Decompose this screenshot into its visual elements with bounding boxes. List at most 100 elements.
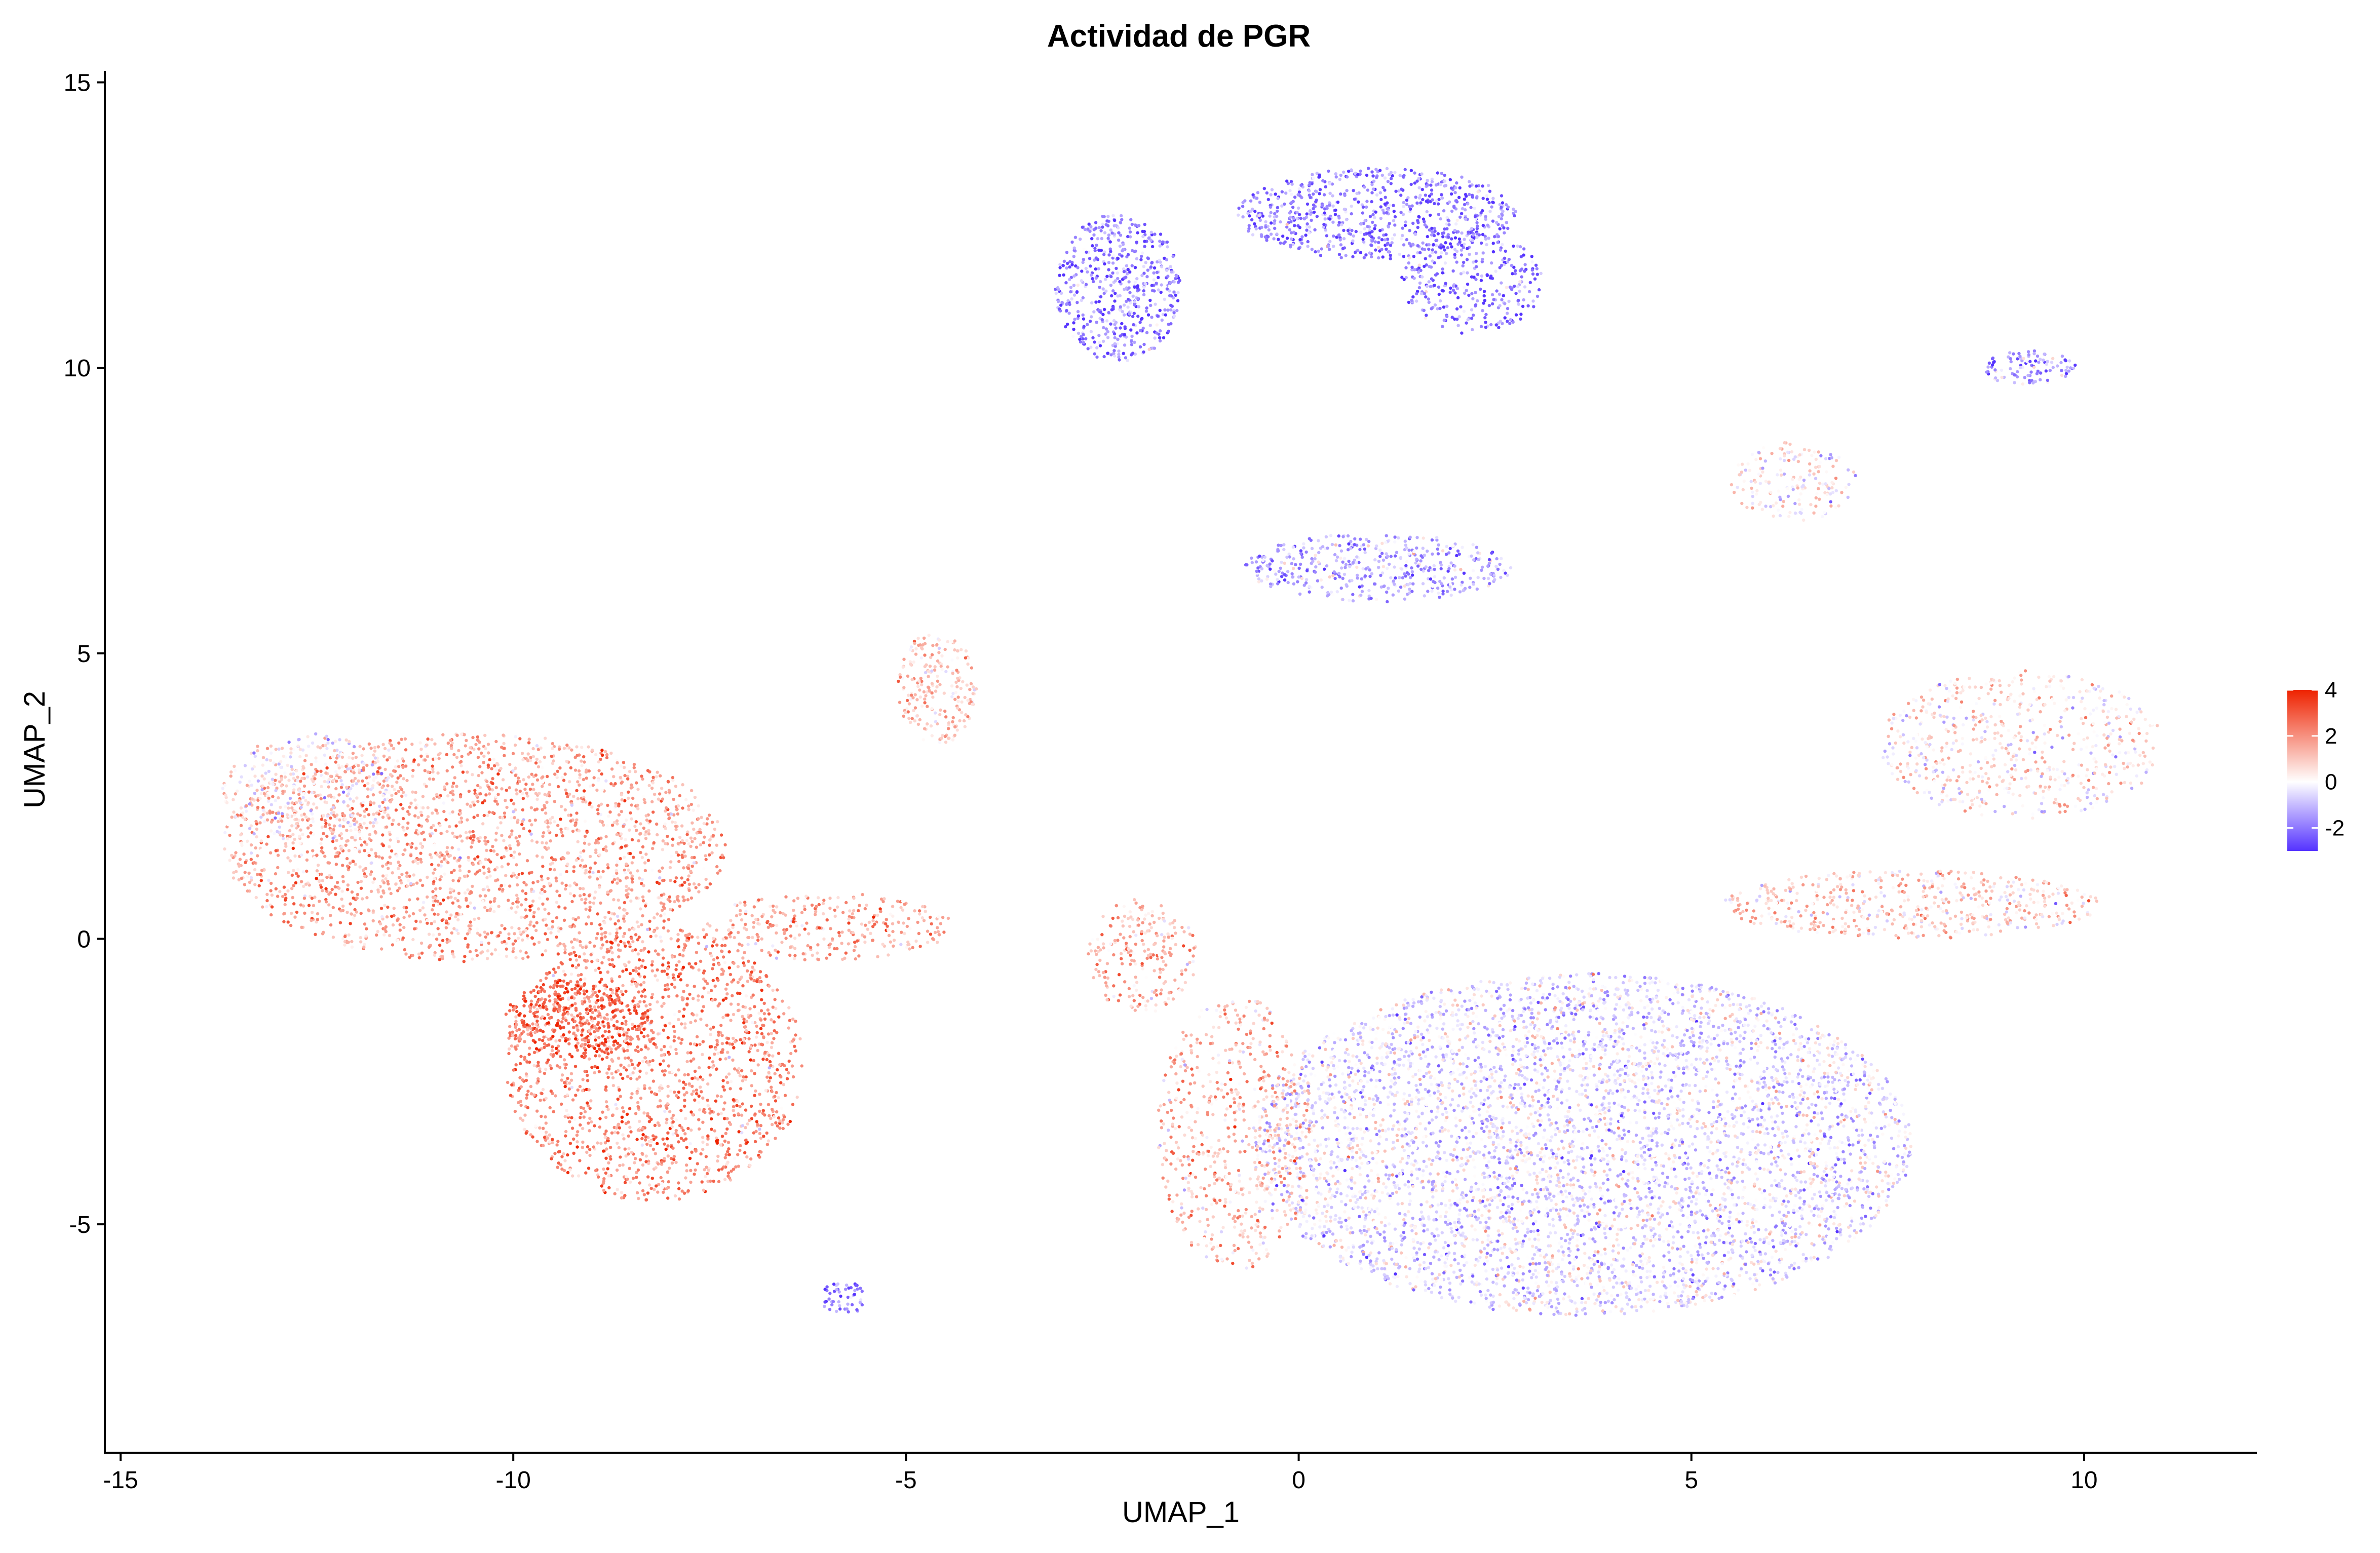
data-point: [621, 1163, 625, 1167]
data-point: [599, 927, 603, 930]
data-point: [609, 751, 613, 755]
data-point: [697, 968, 701, 972]
data-point: [639, 832, 642, 835]
data-point: [707, 813, 711, 817]
data-point: [887, 953, 890, 957]
data-point: [559, 1055, 562, 1059]
data-point: [646, 1016, 649, 1019]
data-point: [728, 1122, 733, 1126]
data-point: [613, 1002, 617, 1005]
data-point: [574, 859, 579, 862]
data-point: [477, 839, 481, 843]
data-point: [265, 842, 268, 846]
data-point: [438, 824, 442, 828]
data-point: [644, 1154, 648, 1158]
data-point: [597, 1054, 601, 1058]
data-point: [479, 861, 483, 865]
data-point: [770, 1018, 773, 1022]
data-point: [626, 1004, 630, 1007]
data-point: [634, 820, 638, 824]
data-point: [590, 805, 594, 809]
data-point: [766, 1103, 771, 1106]
data-point: [720, 967, 724, 971]
data-point: [656, 1190, 660, 1194]
data-point: [529, 832, 533, 836]
data-point: [946, 916, 950, 920]
data-point: [747, 936, 751, 940]
data-point: [749, 1045, 753, 1049]
data-point: [243, 871, 247, 874]
data-point: [533, 1014, 537, 1018]
data-point: [515, 894, 519, 897]
data-point: [689, 1180, 693, 1184]
data-point: [499, 766, 503, 770]
data-point: [545, 800, 549, 804]
data-point: [648, 1183, 651, 1187]
data-point: [689, 1059, 693, 1063]
data-point: [463, 955, 467, 958]
data-point: [521, 758, 525, 762]
data-point: [666, 983, 669, 987]
data-point: [442, 801, 446, 805]
data-point: [403, 948, 406, 952]
data-point: [524, 883, 528, 887]
data-point: [299, 880, 303, 883]
data-point: [524, 783, 528, 786]
data-point: [287, 871, 290, 874]
data-point: [421, 806, 425, 810]
data-point: [753, 961, 756, 965]
data-point: [744, 1126, 747, 1130]
data-point: [253, 774, 257, 778]
data-point: [697, 1094, 701, 1098]
data-point: [323, 819, 327, 823]
data-point: [737, 1067, 741, 1070]
data-point: [535, 797, 539, 801]
data-point: [532, 788, 535, 791]
data-point: [618, 1034, 622, 1037]
data-point: [672, 1154, 676, 1158]
data-point: [354, 755, 358, 759]
data-point: [666, 1013, 670, 1016]
data-point: [686, 1189, 690, 1193]
data-point: [631, 999, 635, 1003]
data-point: [597, 1044, 600, 1047]
data-point: [742, 1018, 746, 1021]
data-point: [455, 835, 459, 839]
data-point: [595, 1050, 599, 1054]
data-point: [677, 1036, 681, 1040]
data-point: [285, 784, 288, 788]
data-point: [321, 889, 324, 892]
data-point: [781, 1121, 784, 1124]
data-point: [716, 1154, 720, 1158]
data-point: [769, 1116, 773, 1120]
data-point: [548, 1140, 552, 1144]
data-point: [543, 1045, 546, 1049]
data-point: [238, 864, 241, 868]
data-point: [337, 793, 341, 797]
data-point: [522, 827, 526, 831]
data-point: [629, 1077, 633, 1080]
data-point: [482, 871, 486, 875]
data-point: [416, 897, 419, 901]
data-point: [698, 1108, 702, 1112]
data-point: [706, 1172, 709, 1176]
data-point: [628, 1017, 632, 1021]
data-point: [680, 1189, 684, 1193]
data-point: [583, 992, 586, 996]
data-point: [641, 990, 645, 993]
data-point: [560, 881, 564, 885]
data-point: [648, 820, 652, 823]
data-point: [345, 857, 349, 861]
data-point: [633, 1005, 637, 1010]
data-point: [664, 988, 667, 992]
data-point: [636, 869, 639, 873]
data-point: [482, 754, 486, 758]
data-point: [532, 1093, 536, 1097]
data-point: [483, 894, 487, 898]
data-point: [721, 1016, 725, 1019]
data-point: [735, 1104, 739, 1107]
data-point: [775, 905, 779, 909]
data-point: [488, 787, 491, 791]
data-point: [715, 1094, 719, 1098]
data-point: [238, 781, 242, 784]
